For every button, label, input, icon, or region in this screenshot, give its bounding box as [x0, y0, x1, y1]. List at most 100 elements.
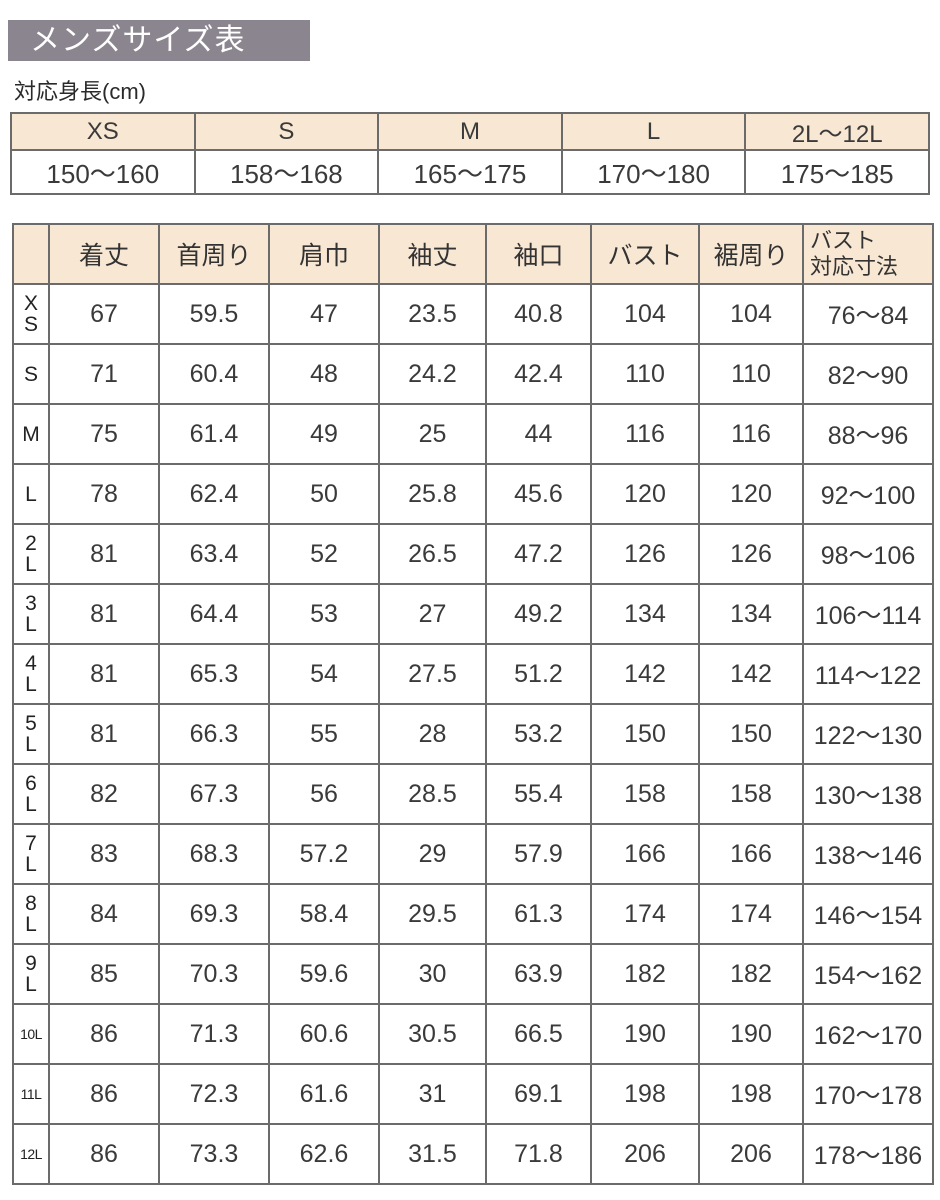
size-table-row: 4 L 81 65.3 54 27.5 51.2 142 142 114〜122: [12, 643, 934, 705]
size-header: バスト: [590, 223, 700, 285]
size-value: 50: [268, 463, 380, 525]
size-value: 29.5: [378, 883, 487, 945]
size-value: 158: [590, 763, 700, 825]
size-value: 120: [590, 463, 700, 525]
size-value: 130〜138: [802, 763, 934, 825]
size-table-row: 5 L 81 66.3 55 28 53.2 150 150 122〜130: [12, 703, 934, 765]
size-label-text: 12L: [20, 1146, 42, 1162]
size-value: 190: [698, 1003, 804, 1065]
height-header: L: [560, 112, 747, 151]
height-header: S: [193, 112, 380, 151]
height-table-header-row: XS S M L 2L〜12L: [10, 112, 930, 151]
size-value: 92〜100: [802, 463, 934, 525]
size-value: 56: [268, 763, 380, 825]
size-label-text: S: [23, 362, 38, 386]
size-value: 63.4: [158, 523, 270, 585]
size-value: 69.1: [485, 1063, 592, 1125]
size-value: 150: [698, 703, 804, 765]
size-value: 53: [268, 583, 380, 645]
size-value: 59.5: [158, 283, 270, 345]
size-value: 31: [378, 1063, 487, 1125]
size-label: M: [12, 403, 50, 465]
size-header-corner: [12, 223, 50, 285]
size-value: 57.9: [485, 823, 592, 885]
size-value: 71.8: [485, 1123, 592, 1185]
size-value: 86: [48, 1063, 160, 1125]
size-value: 126: [590, 523, 700, 585]
size-value: 23.5: [378, 283, 487, 345]
size-value: 40.8: [485, 283, 592, 345]
size-value: 47.2: [485, 523, 592, 585]
size-value: 198: [590, 1063, 700, 1125]
size-value: 66.3: [158, 703, 270, 765]
size-value: 62.4: [158, 463, 270, 525]
size-value: 54: [268, 643, 380, 705]
size-label: 10L: [12, 1003, 50, 1065]
size-header: 袖丈: [378, 223, 487, 285]
size-value: 82〜90: [802, 343, 934, 405]
size-table: 着丈 首周り 肩巾 袖丈 袖口 バスト 裾周り バスト 対応寸法 X S 67 59.…: [12, 223, 934, 1185]
height-header: XS: [10, 112, 196, 151]
size-value: 48: [268, 343, 380, 405]
size-value: 83: [48, 823, 160, 885]
size-header: 裾周り: [698, 223, 804, 285]
size-value: 126: [698, 523, 804, 585]
size-value: 134: [590, 583, 700, 645]
size-value: 75: [48, 403, 160, 465]
size-value: 72.3: [158, 1063, 270, 1125]
size-table-row: 11L 86 72.3 61.6 31 69.1 198 198 170〜178: [12, 1063, 934, 1125]
size-value: 150: [590, 703, 700, 765]
size-value: 68.3: [158, 823, 270, 885]
size-value: 61.4: [158, 403, 270, 465]
size-value: 170〜178: [802, 1063, 934, 1125]
size-value: 25: [378, 403, 487, 465]
size-value: 25.8: [378, 463, 487, 525]
height-value: 150〜160: [10, 149, 196, 195]
size-value: 122〜130: [802, 703, 934, 765]
size-value: 114〜122: [802, 643, 934, 705]
size-value: 86: [48, 1123, 160, 1185]
size-value: 60.6: [268, 1003, 380, 1065]
size-value: 81: [48, 523, 160, 585]
height-table: XS S M L 2L〜12L 150〜160 158〜168 165〜175 …: [10, 112, 930, 195]
height-value: 175〜185: [744, 149, 930, 195]
size-value: 104: [590, 283, 700, 345]
size-value: 51.2: [485, 643, 592, 705]
size-table-row: M 75 61.4 49 25 44 116 116 88〜96: [12, 403, 934, 465]
size-value: 162〜170: [802, 1003, 934, 1065]
size-value: 28.5: [378, 763, 487, 825]
size-table-row: S 71 60.4 48 24.2 42.4 110 110 82〜90: [12, 343, 934, 405]
size-value: 61.3: [485, 883, 592, 945]
size-value: 62.6: [268, 1123, 380, 1185]
size-value: 138〜146: [802, 823, 934, 885]
size-value: 116: [590, 403, 700, 465]
size-value: 174: [698, 883, 804, 945]
size-value: 142: [698, 643, 804, 705]
size-value: 57.2: [268, 823, 380, 885]
size-value: 76〜84: [802, 283, 934, 345]
size-value: 27.5: [378, 643, 487, 705]
size-value: 55: [268, 703, 380, 765]
size-value: 142: [590, 643, 700, 705]
size-value: 44: [485, 403, 592, 465]
size-value: 67.3: [158, 763, 270, 825]
size-value: 81: [48, 643, 160, 705]
size-value: 84: [48, 883, 160, 945]
size-header: 袖口: [485, 223, 592, 285]
size-value: 71.3: [158, 1003, 270, 1065]
size-value: 24.2: [378, 343, 487, 405]
size-label: 12L: [12, 1123, 50, 1185]
size-table-row: 12L 86 73.3 62.6 31.5 71.8 206 206 178〜186: [12, 1123, 934, 1185]
size-value: 146〜154: [802, 883, 934, 945]
size-table-header-row: 着丈 首周り 肩巾 袖丈 袖口 バスト 裾周り バスト 対応寸法: [12, 223, 934, 285]
size-header-line: バスト: [810, 228, 877, 253]
